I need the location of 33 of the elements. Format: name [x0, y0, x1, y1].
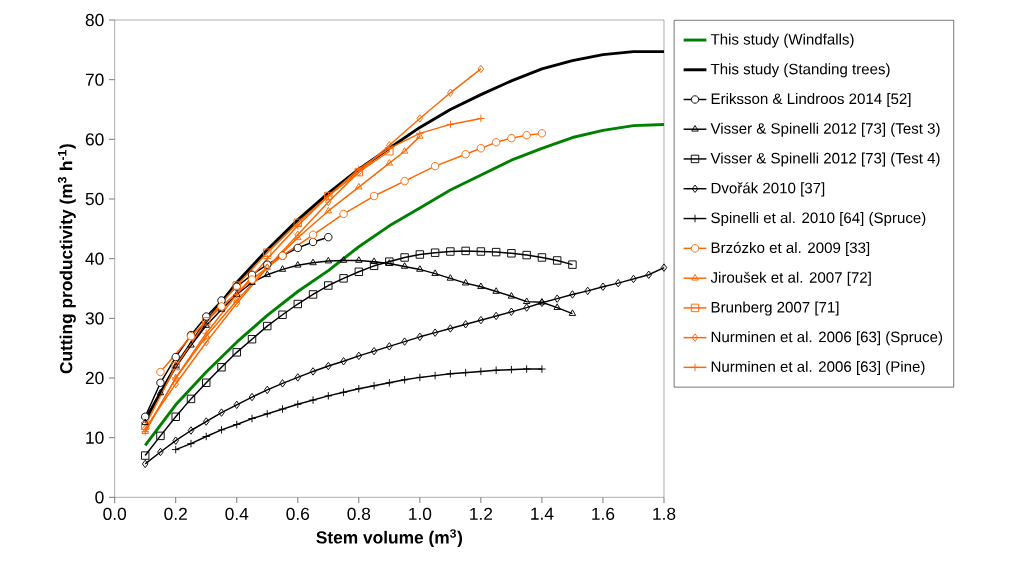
x-tick-label: 0.6	[286, 507, 310, 521]
x-tick-label: 1.2	[470, 507, 493, 520]
legend-label: Brunberg 2007 [71]	[711, 301, 839, 316]
x-tick-label: 1.6	[592, 507, 615, 521]
y-tick-label: 70	[85, 73, 104, 86]
y-tick-label: 10	[86, 431, 104, 444]
legend-label: Dvořák 2010 [37]	[711, 182, 825, 197]
y-tick-label: 60	[85, 133, 104, 146]
y-tick-label: 30	[85, 312, 104, 325]
legend-label: Spinelli et al. 2010 [64] (Spruce)	[711, 212, 926, 227]
x-tick-label: 0.4	[225, 507, 249, 521]
y-tick-label: 80	[85, 14, 104, 27]
x-tick-label: 0.0	[103, 507, 127, 521]
legend-label: Visser & Spinelli 2012 [73] (Test 3)	[710, 122, 940, 137]
x-tick-label: 1.8	[653, 507, 676, 521]
legend-label: Nurminen et al. 2006 [63] (Spruce)	[711, 331, 943, 346]
y-axis-title: Cutting productivity (m$^{3}$ h$^{-1}$)	[57, 144, 76, 374]
legend-label: This study (Standing trees)	[710, 63, 890, 78]
legend-label: Nurminen et al. 2006 [63] (Pine)	[711, 361, 925, 376]
x-axis-title: Stem volume (m$^{3}$)	[316, 529, 463, 548]
legend-label: Brzózko et al. 2009 [33]	[711, 241, 870, 257]
legend-label: Visser & Spinelli 2012 [73] (Test 4)	[710, 152, 940, 167]
y-tick-label: 0	[95, 491, 104, 504]
x-tick-label: 0.2	[164, 507, 187, 521]
y-tick-label: 50	[85, 193, 104, 206]
legend-label: Eriksson & Lindroos 2014 [52]	[711, 93, 911, 108]
y-tick-label: 20	[85, 372, 104, 385]
x-tick-label: 0.8	[347, 507, 371, 521]
x-tick-label: 1.4	[531, 507, 554, 520]
x-tick-label: 1.0	[409, 507, 432, 521]
legend-label: This study (Windfalls)	[710, 33, 854, 48]
legend-label: Jiroušek et al. 2007 [72]	[710, 271, 871, 286]
y-tick-label: 40	[85, 252, 104, 265]
